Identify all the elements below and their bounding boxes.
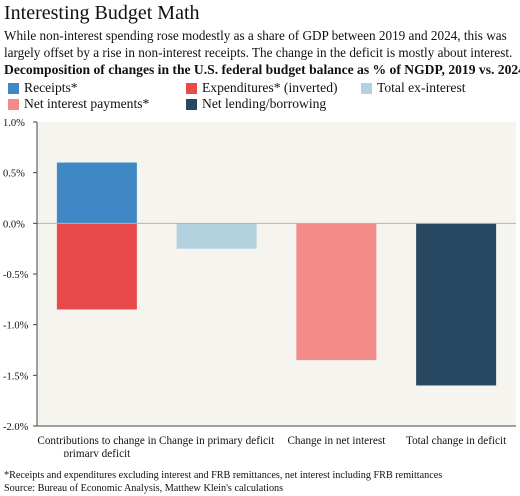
bar-net-interest: [296, 223, 377, 361]
legend-item-net-lending: Net lending/borrowing: [186, 96, 326, 112]
source-note: Source: Bureau of Economic Analysis, Mat…: [4, 483, 284, 494]
y-tick-label: 1.0%: [3, 118, 25, 129]
x-tick-label: Contributions to change in primary defici…: [37, 435, 156, 457]
x-tick-label: Change in net interest: [287, 435, 386, 447]
chart-subtitle: While non-interest spending rose modestl…: [4, 28, 513, 60]
legend-swatch-total-ex-interest: [361, 82, 372, 94]
footnote: *Receipts and expenditures excluding int…: [4, 470, 443, 481]
bar-net-lending: [416, 223, 497, 386]
legend-label-expenditures: Expenditures* (inverted): [202, 80, 338, 95]
chart-area: 1.0% 0.5% 0.0% -0.5% -1.0% -1.5% -2.0% Contribu…: [0, 112, 520, 460]
bar-receipts: [56, 162, 137, 224]
bar-expenditures: [56, 223, 137, 310]
legend-item-receipts: Receipts*: [8, 80, 78, 96]
bar-chart: 1.0% 0.5% 0.0% -0.5% -1.0% -1.5% -2.0% Contribu…: [3, 118, 516, 460]
x-tick-label: Total change in deficit: [406, 435, 507, 447]
legend-swatch-expenditures: [186, 82, 197, 94]
y-tick-label: 0.5%: [3, 169, 25, 180]
legend-item-net-interest: Net interest payments*: [8, 96, 149, 112]
legend: Receipts* Expenditures* (inverted) Total…: [4, 80, 520, 116]
page-title: Interesting Budget Math: [4, 2, 200, 24]
legend-label-total-ex-interest: Total ex-interest: [377, 80, 466, 95]
y-tick-label: -1.0%: [3, 321, 29, 332]
legend-label-receipts: Receipts*: [24, 80, 78, 95]
y-tick-label: -0.5%: [3, 270, 29, 281]
bar-total-ex-interest: [176, 223, 257, 249]
chart-title: Decomposition of changes in the U.S. fed…: [4, 62, 520, 77]
y-tick-label: -2.0%: [3, 422, 29, 433]
legend-swatch-net-lending: [186, 98, 197, 110]
y-tick-label: 0.0%: [3, 219, 25, 230]
legend-label-net-interest: Net interest payments*: [24, 96, 150, 111]
legend-label-net-lending: Net lending/borrowing: [202, 96, 327, 111]
legend-swatch-receipts: [8, 82, 19, 94]
legend-item-total-ex-interest: Total ex-interest: [361, 80, 466, 96]
legend-item-expenditures: Expenditures* (inverted): [186, 80, 338, 96]
legend-swatch-net-interest: [8, 98, 19, 110]
x-tick-label: Change in primary deficit: [159, 435, 275, 447]
y-tick-label: -1.5%: [3, 371, 29, 382]
